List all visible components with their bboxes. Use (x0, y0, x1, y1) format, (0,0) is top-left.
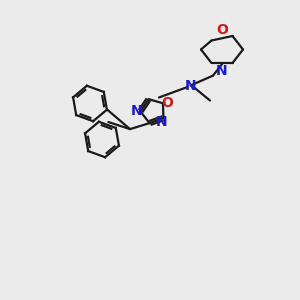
Text: N: N (130, 103, 142, 118)
Text: O: O (216, 23, 228, 37)
Text: O: O (161, 96, 173, 110)
Text: N: N (184, 79, 196, 92)
Text: N: N (216, 64, 228, 78)
Text: N: N (156, 115, 168, 129)
